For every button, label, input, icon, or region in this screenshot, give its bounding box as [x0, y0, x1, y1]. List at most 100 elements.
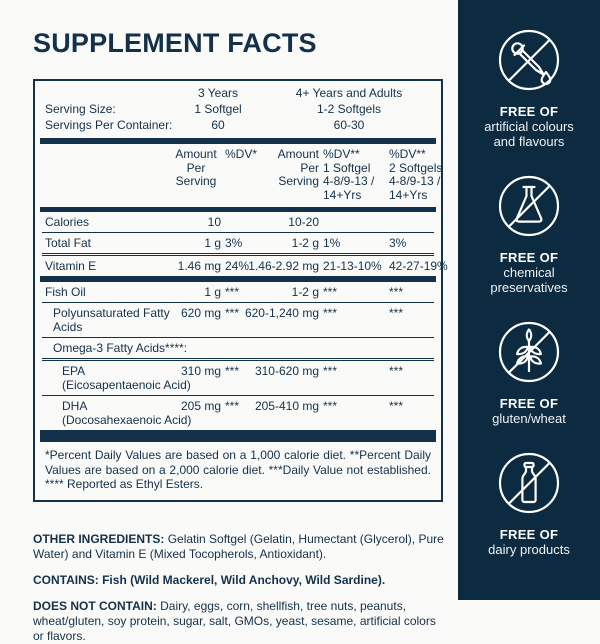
ingredients-section: OTHER INGREDIENTS: Gelatin Softgel (Gela…	[33, 532, 445, 644]
nutrient-a1-value: 620 mg	[180, 306, 221, 320]
nutrient-dv3-value: ***	[389, 285, 404, 299]
facts-rows: Calories 10 10-20 Total Fat 1 g 3% 1-2 g 1% 3% Vi…	[35, 212, 448, 436]
column-headers: Amount Per Serving %DV* Amount Per Serving %…	[35, 144, 443, 207]
free-of-label: gluten/wheat	[492, 411, 566, 426]
nutrient-name: EPA (Eicosapentaenoic Acid)	[62, 364, 191, 392]
nutrient-dv2-value	[319, 341, 385, 355]
nutrient-dv1-value: ***	[225, 285, 240, 299]
table-row: Polyunsaturated Fatty Acids 620 mg *** 620-…	[35, 303, 441, 337]
supplement-label: SUPPLEMENT FACTS 3 Years 4+ Years and Ad…	[33, 0, 600, 643]
free-of-label: chemical	[503, 265, 555, 280]
divider-bar	[40, 430, 436, 436]
col-amount-1: Amount Per Serving	[171, 147, 221, 202]
header-line: Amount	[277, 147, 319, 161]
spacer	[45, 86, 173, 101]
nutrient-dv3-value: ***	[389, 399, 404, 413]
nutrient-a1-value: 310 mg	[180, 364, 221, 378]
free-of-heading: FREE OF	[499, 527, 559, 542]
nutrient-name: Vitamin E	[45, 259, 97, 273]
nutrient-a1-value: 1 g	[204, 285, 221, 299]
header-line: Serving	[175, 174, 217, 188]
header-line: 14+Yrs	[389, 187, 428, 202]
table-row: DHA (Docosahexaenoic Acid) 205 mg *** 205-41…	[35, 396, 441, 430]
nutrient-dv2-value: 1%	[323, 236, 341, 250]
age-group-2: 4+ Years and Adults	[295, 86, 403, 100]
serving-size-1: 1 Softgel	[194, 102, 242, 116]
col-dv-1: %DV*	[221, 147, 258, 202]
row-separator	[42, 302, 434, 303]
nutrient-dv1-value	[221, 341, 255, 355]
nutrient-a2-value: 310-620 mg	[254, 364, 319, 378]
free-of-label: dairy products	[488, 542, 570, 557]
serving-size-2: 1-2 Softgels	[316, 102, 382, 116]
serving-size-label: Serving Size:	[45, 102, 116, 116]
divider-bar	[40, 436, 436, 442]
other-ingredients-label: OTHER INGREDIENTS:	[33, 531, 165, 546]
nutrient-a2-value: 1.46-2.92 mg	[248, 259, 319, 273]
table-row: Calories 10 10-20	[35, 212, 441, 232]
contains: CONTAINS: Fish (Wild Mackerel, Wild Anch…	[33, 573, 445, 588]
nutrient-dv2-value: ***	[323, 364, 338, 378]
nutrient-a2-value: 620-1,240 mg	[244, 306, 319, 320]
table-row: Fish Oil 1 g *** 1-2 g *** ***	[35, 282, 441, 302]
header-line: 14+Yrs	[323, 187, 362, 202]
nutrient-a1-value: 1.46 mg	[177, 259, 221, 273]
does-not-contain: DOES NOT CONTAIN: Dairy, eggs, corn, she…	[33, 599, 445, 644]
nutrient-a2-value: 10-20	[288, 215, 319, 229]
header-line: 2 Softgels	[389, 160, 443, 175]
nutrient-dv3-value: 3%	[389, 236, 407, 250]
nutrient-dv3-value: 42-27-19%	[389, 259, 448, 273]
other-ingredients-text: Gelatin Softgel (Gelatin, Humectant (Gly…	[33, 531, 444, 561]
free-of-heading: FREE OF	[499, 396, 559, 411]
nutrient-a2-value: 1-2 g	[291, 236, 319, 250]
nutrient-dv1-value: 24%	[225, 259, 250, 273]
no-dropper-icon	[497, 28, 561, 92]
header-line: Serving	[278, 174, 319, 188]
nutrient-dv3-value: ***	[389, 306, 404, 320]
nutrient-dv1-value: ***	[225, 364, 240, 378]
nutrient-name: Calories	[45, 215, 90, 229]
nutrient-a1-value	[171, 341, 221, 355]
table-row: Vitamin E 1.46 mg 24% 1.46-2.92 mg 21-13-10%…	[35, 256, 448, 276]
nutrient-dv1-value	[221, 215, 255, 229]
row-separator	[42, 253, 434, 256]
header-line: 4-8/9-13 /	[389, 174, 441, 188]
table-row: Total Fat 1 g 3% 1-2 g 1% 3%	[35, 233, 441, 253]
nutrient-name: Polyunsaturated Fatty Acids	[53, 306, 170, 334]
nutrient-dv2-value	[319, 215, 385, 229]
no-flask-icon	[497, 174, 561, 238]
free-of-label: and flavours	[493, 134, 565, 149]
col-dv-3: %DV** 2 Softgels 4-8/9-13 /14+Yrs	[385, 147, 443, 202]
row-separator	[42, 395, 434, 396]
free-of-item: FREE OF artificial colours and flavours	[484, 28, 574, 149]
nutrient-dv2-value: ***	[323, 306, 338, 320]
nutrient-dv2-value: ***	[323, 399, 338, 413]
servings-per-container-label: Servings Per Container:	[45, 118, 173, 132]
row-separator	[42, 232, 434, 233]
header-line: %DV*	[225, 147, 258, 161]
row-separator	[42, 358, 434, 361]
nutrient-a2-value: 1-2 g	[291, 285, 319, 299]
nutrient-subname: (Eicosapentaenoic Acid)	[62, 378, 191, 392]
nutrient-a1-value: 1 g	[204, 236, 221, 250]
nutrient-a2-value	[255, 341, 319, 355]
spacer	[45, 148, 171, 202]
nutrient-dv3-value	[385, 215, 435, 229]
table-row: Omega-3 Fatty Acids****:	[35, 338, 441, 358]
header-line: Per	[300, 160, 319, 175]
row-separator	[42, 337, 434, 338]
daily-value-footnote: *Percent Daily Values are based on a 1,0…	[45, 448, 431, 491]
servings-count-2: 60-30	[333, 118, 365, 132]
page-title: SUPPLEMENT FACTS	[33, 28, 317, 58]
nutrient-name: Fish Oil	[45, 285, 86, 299]
nutrient-a1-value: 205 mg	[180, 399, 221, 413]
nutrient-name: DHA (Docosahexaenoic Acid)	[62, 399, 192, 427]
nutrient-name: Total Fat	[45, 236, 92, 250]
free-of-item: FREE OF gluten/wheat	[492, 320, 566, 426]
facts-panel: SUPPLEMENT FACTS 3 Years 4+ Years and Ad…	[33, 28, 448, 643]
header-line: %DV**	[323, 147, 360, 161]
no-wheat-icon	[497, 320, 561, 384]
nutrient-name: Omega-3 Fatty Acids****:	[53, 341, 188, 355]
table-row: EPA (Eicosapentaenoic Acid) 310 mg *** 310-6…	[35, 361, 441, 395]
header-line: 1 Softgel	[323, 160, 371, 175]
